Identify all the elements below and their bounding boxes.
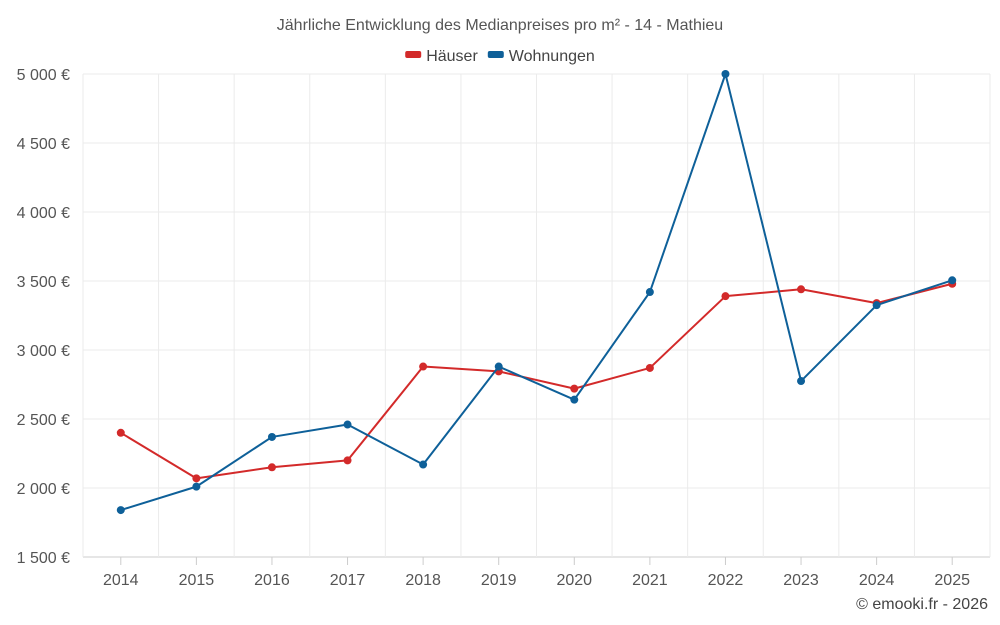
x-tick-label: 2017 xyxy=(330,572,366,589)
data-point-haeuser[interactable] xyxy=(645,363,654,372)
data-point-wohnungen[interactable] xyxy=(721,70,730,78)
data-point-wohnungen[interactable] xyxy=(419,460,428,469)
x-tick-label: 2022 xyxy=(708,572,744,589)
grid xyxy=(82,73,991,558)
y-tick-label: 1 500 € xyxy=(17,550,70,567)
data-point-haeuser[interactable] xyxy=(343,456,352,465)
y-tick-label: 4 500 € xyxy=(17,136,70,153)
chart-title: Jährliche Entwicklung des Medianpreises … xyxy=(277,17,723,34)
data-point-wohnungen[interactable] xyxy=(797,377,806,386)
legend-swatch xyxy=(487,51,504,58)
data-point-wohnungen[interactable] xyxy=(192,482,201,491)
legend-swatch xyxy=(405,51,422,58)
legend: Häuser Wohnungen xyxy=(405,48,595,65)
legend-label: Häuser xyxy=(426,48,478,65)
x-tick-label: 2020 xyxy=(556,572,592,589)
x-tick-label: 2018 xyxy=(405,572,441,589)
y-tick-label: 3 500 € xyxy=(17,274,70,291)
x-axis: 2014 2015 2016 2017 2018 2019 2020 2021 2022 2023… xyxy=(103,557,970,589)
data-point-haeuser[interactable] xyxy=(267,463,276,472)
data-point-haeuser[interactable] xyxy=(570,384,579,393)
data-point-wohnungen[interactable] xyxy=(948,276,957,285)
data-point-wohnungen[interactable] xyxy=(343,420,352,429)
data-point-wohnungen[interactable] xyxy=(494,362,503,371)
legend-item-wohnungen[interactable]: Wohnungen xyxy=(487,48,595,65)
x-tick-label: 2015 xyxy=(179,572,215,589)
x-tick-label: 2016 xyxy=(254,572,290,589)
data-point-wohnungen[interactable] xyxy=(570,395,579,404)
y-tick-label: 3 000 € xyxy=(17,343,70,360)
data-point-wohnungen[interactable] xyxy=(267,432,276,441)
data-point-haeuser[interactable] xyxy=(192,474,201,483)
legend-label: Wohnungen xyxy=(509,48,595,65)
legend-item-haeuser[interactable]: Häuser xyxy=(405,48,478,65)
y-tick-label: 4 000 € xyxy=(17,205,70,222)
data-point-haeuser[interactable] xyxy=(419,362,428,371)
series-line-haeuser xyxy=(120,282,953,480)
x-tick-label: 2014 xyxy=(103,572,139,589)
series-group xyxy=(116,70,957,515)
x-tick-label: 2023 xyxy=(783,572,819,589)
x-tick-label: 2025 xyxy=(934,572,970,589)
data-point-wohnungen[interactable] xyxy=(645,288,654,297)
y-tick-label: 5 000 € xyxy=(17,67,70,84)
y-tick-label: 2 500 € xyxy=(17,412,70,429)
x-tick-label: 2024 xyxy=(859,572,895,589)
data-point-haeuser[interactable] xyxy=(797,285,806,294)
y-tick-label: 2 000 € xyxy=(17,481,70,498)
data-point-wohnungen[interactable] xyxy=(872,301,881,310)
credit-text: © emooki.fr - 2026 xyxy=(856,596,988,613)
data-point-haeuser[interactable] xyxy=(116,428,125,437)
data-point-wohnungen[interactable] xyxy=(116,506,125,515)
y-axis: 1 500 € 2 000 € 2 500 € 3 000 € 3 500 € 4 000… xyxy=(17,67,70,567)
series-line-wohnungen xyxy=(120,73,953,512)
x-tick-label: 2021 xyxy=(632,572,668,589)
data-point-haeuser[interactable] xyxy=(721,292,730,301)
x-tick-label: 2019 xyxy=(481,572,517,589)
